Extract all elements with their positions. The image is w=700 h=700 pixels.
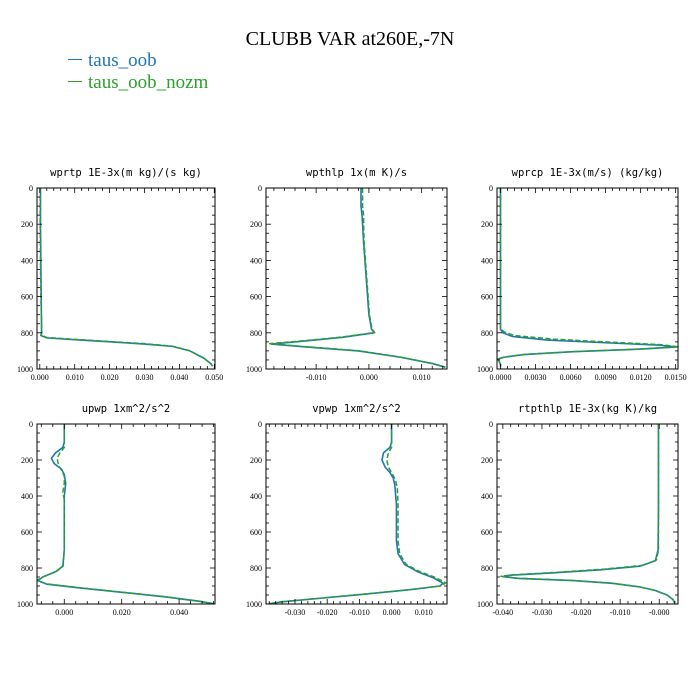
subplot-title: wpthlp 1x(m K)/s bbox=[306, 167, 407, 179]
legend-line-taus-oob-nozm bbox=[68, 81, 82, 83]
x-tick-label: 0.010 bbox=[415, 608, 433, 617]
y-tick-label: 600 bbox=[250, 293, 262, 302]
x-tick-label: 0.010 bbox=[413, 373, 431, 382]
y-tick-label: 200 bbox=[21, 456, 33, 465]
subplot-title: rtpthlp 1E-3x(kg K)/kg bbox=[518, 403, 657, 415]
subplot-title: wprtp 1E-3x(m kg)/(s kg) bbox=[50, 167, 202, 179]
legend-label-taus-oob: taus_oob bbox=[88, 50, 157, 71]
y-tick-label: 200 bbox=[481, 220, 493, 229]
x-tick-label: 0.020 bbox=[113, 608, 131, 617]
y-tick-label: 800 bbox=[21, 564, 33, 573]
x-tick-label: -0.000 bbox=[649, 608, 670, 617]
y-tick-label: 600 bbox=[21, 293, 33, 302]
x-tick-label: 0.000 bbox=[55, 608, 73, 617]
x-tick-label: 0.040 bbox=[170, 373, 188, 382]
series-line-taus-oob-nozm bbox=[500, 424, 676, 604]
series-line-taus-oob-nozm bbox=[268, 188, 446, 368]
y-tick-label: 1000 bbox=[477, 600, 493, 609]
y-tick-label: 1000 bbox=[246, 365, 262, 374]
y-tick-label: 800 bbox=[481, 564, 493, 573]
y-tick-label: 1000 bbox=[246, 600, 262, 609]
y-tick-label: 800 bbox=[250, 564, 262, 573]
subplot-1: wprtp 1E-3x(m kg)/(s kg) 0 200 400 600 800 100… bbox=[17, 167, 223, 382]
series-line-taus-oob bbox=[270, 188, 446, 368]
y-tick-label: 400 bbox=[21, 256, 33, 265]
plot-frame bbox=[496, 423, 679, 605]
y-tick-label: 400 bbox=[250, 492, 262, 501]
x-tick-label: -0.030 bbox=[532, 608, 553, 617]
subplot-6: rtpthlp 1E-3x(kg K)/kg02004006008001000-… bbox=[477, 403, 679, 617]
x-tick-label: -0.020 bbox=[317, 608, 338, 617]
x-tick-label: 0.0090 bbox=[595, 373, 617, 382]
x-tick-label: -0.040 bbox=[493, 608, 514, 617]
subplot-5: vpwp 1xm^2/s^2 0 200 400 600 800 1000 -0.030 -0.… bbox=[246, 403, 448, 617]
x-tick-label: -0.010 bbox=[349, 608, 370, 617]
y-tick-label: 200 bbox=[250, 220, 262, 229]
legend-entry-taus-oob: taus_oob bbox=[68, 50, 208, 72]
x-tick-label: 0.000 bbox=[31, 373, 49, 382]
y-tick-label: 1000 bbox=[477, 365, 493, 374]
y-tick-label: 400 bbox=[21, 492, 33, 501]
y-tick-label: 800 bbox=[481, 329, 493, 338]
y-tick-label: 0 bbox=[258, 184, 262, 193]
series-line-taus-oob-nozm bbox=[39, 188, 214, 367]
y-tick-label: 800 bbox=[21, 329, 33, 338]
y-tick-label: 400 bbox=[481, 256, 493, 265]
x-tick-label: 0.020 bbox=[101, 373, 119, 382]
y-tick-label: 0 bbox=[29, 420, 33, 429]
legend: taus_oob taus_oob_nozm bbox=[68, 50, 208, 94]
y-tick-label: 0 bbox=[258, 420, 262, 429]
x-tick-label: 0.000 bbox=[360, 373, 378, 382]
y-tick-label: 200 bbox=[250, 456, 262, 465]
series-line-taus-oob bbox=[39, 188, 214, 367]
y-tick-label: 600 bbox=[21, 528, 33, 537]
x-tick-label: 0.000 bbox=[383, 608, 401, 617]
series-line-taus-oob bbox=[502, 424, 676, 604]
y-tick-label: 0 bbox=[489, 420, 493, 429]
y-tick-label: 0 bbox=[29, 184, 33, 193]
y-tick-label: 200 bbox=[481, 456, 493, 465]
series-line-taus-oob bbox=[269, 424, 444, 604]
x-tick-label: 0.0000 bbox=[490, 373, 512, 382]
y-tick-label: 600 bbox=[250, 528, 262, 537]
series-line-taus-oob-nozm bbox=[37, 424, 214, 604]
y-tick-label: 600 bbox=[481, 528, 493, 537]
x-tick-label: -0.030 bbox=[285, 608, 306, 617]
x-tick-label: -0.010 bbox=[610, 608, 631, 617]
legend-label-taus-oob-nozm: taus_oob_nozm bbox=[88, 72, 209, 93]
x-tick-label: -0.020 bbox=[571, 608, 592, 617]
legend-line-taus-oob bbox=[68, 59, 82, 61]
y-tick-label: 0 bbox=[489, 184, 493, 193]
y-tick-label: 1000 bbox=[17, 600, 33, 609]
y-tick-label: 400 bbox=[481, 492, 493, 501]
plot-frame bbox=[265, 423, 448, 605]
y-tick-label: 1000 bbox=[17, 365, 33, 374]
figure-title: CLUBB VAR at260E,-7N bbox=[245, 28, 455, 50]
y-tick-label: 600 bbox=[481, 293, 493, 302]
legend-entry-taus-oob-nozm: taus_oob_nozm bbox=[68, 72, 208, 94]
x-tick-label: 0.0030 bbox=[525, 373, 547, 382]
series-line-taus-oob-nozm bbox=[497, 188, 678, 368]
subplot-4: upwp 1xm^2/s^2 0 200 400 600 800 1000 0.000 0.02… bbox=[17, 403, 216, 617]
x-tick-label: 0.050 bbox=[205, 373, 223, 382]
x-tick-label: 0.030 bbox=[135, 373, 153, 382]
subplot-title: vpwp 1xm^2/s^2 bbox=[312, 403, 401, 415]
y-tick-label: 400 bbox=[250, 256, 262, 265]
x-tick-label: 0.040 bbox=[170, 608, 188, 617]
x-tick-label: 0.0150 bbox=[665, 373, 687, 382]
subplot-2: wpthlp 1x(m K)/s 0 200 400 600 800 1000 -0.010 0… bbox=[246, 167, 448, 382]
x-tick-label: 0.010 bbox=[66, 373, 84, 382]
y-tick-label: 800 bbox=[250, 329, 262, 338]
subplot-3: wprcp 1E-3x(m/s) (kg/kg) 0 200 400 600 800 100… bbox=[477, 167, 687, 382]
x-tick-label: 0.0060 bbox=[560, 373, 582, 382]
series-line-taus-oob-nozm bbox=[269, 424, 447, 604]
y-tick-label: 200 bbox=[21, 220, 33, 229]
x-tick-label: 0.0120 bbox=[630, 373, 652, 382]
subplot-title: wprcp 1E-3x(m/s) (kg/kg) bbox=[512, 167, 664, 179]
x-tick-label: -0.010 bbox=[306, 373, 327, 382]
subplot-title: upwp 1xm^2/s^2 bbox=[82, 403, 171, 415]
